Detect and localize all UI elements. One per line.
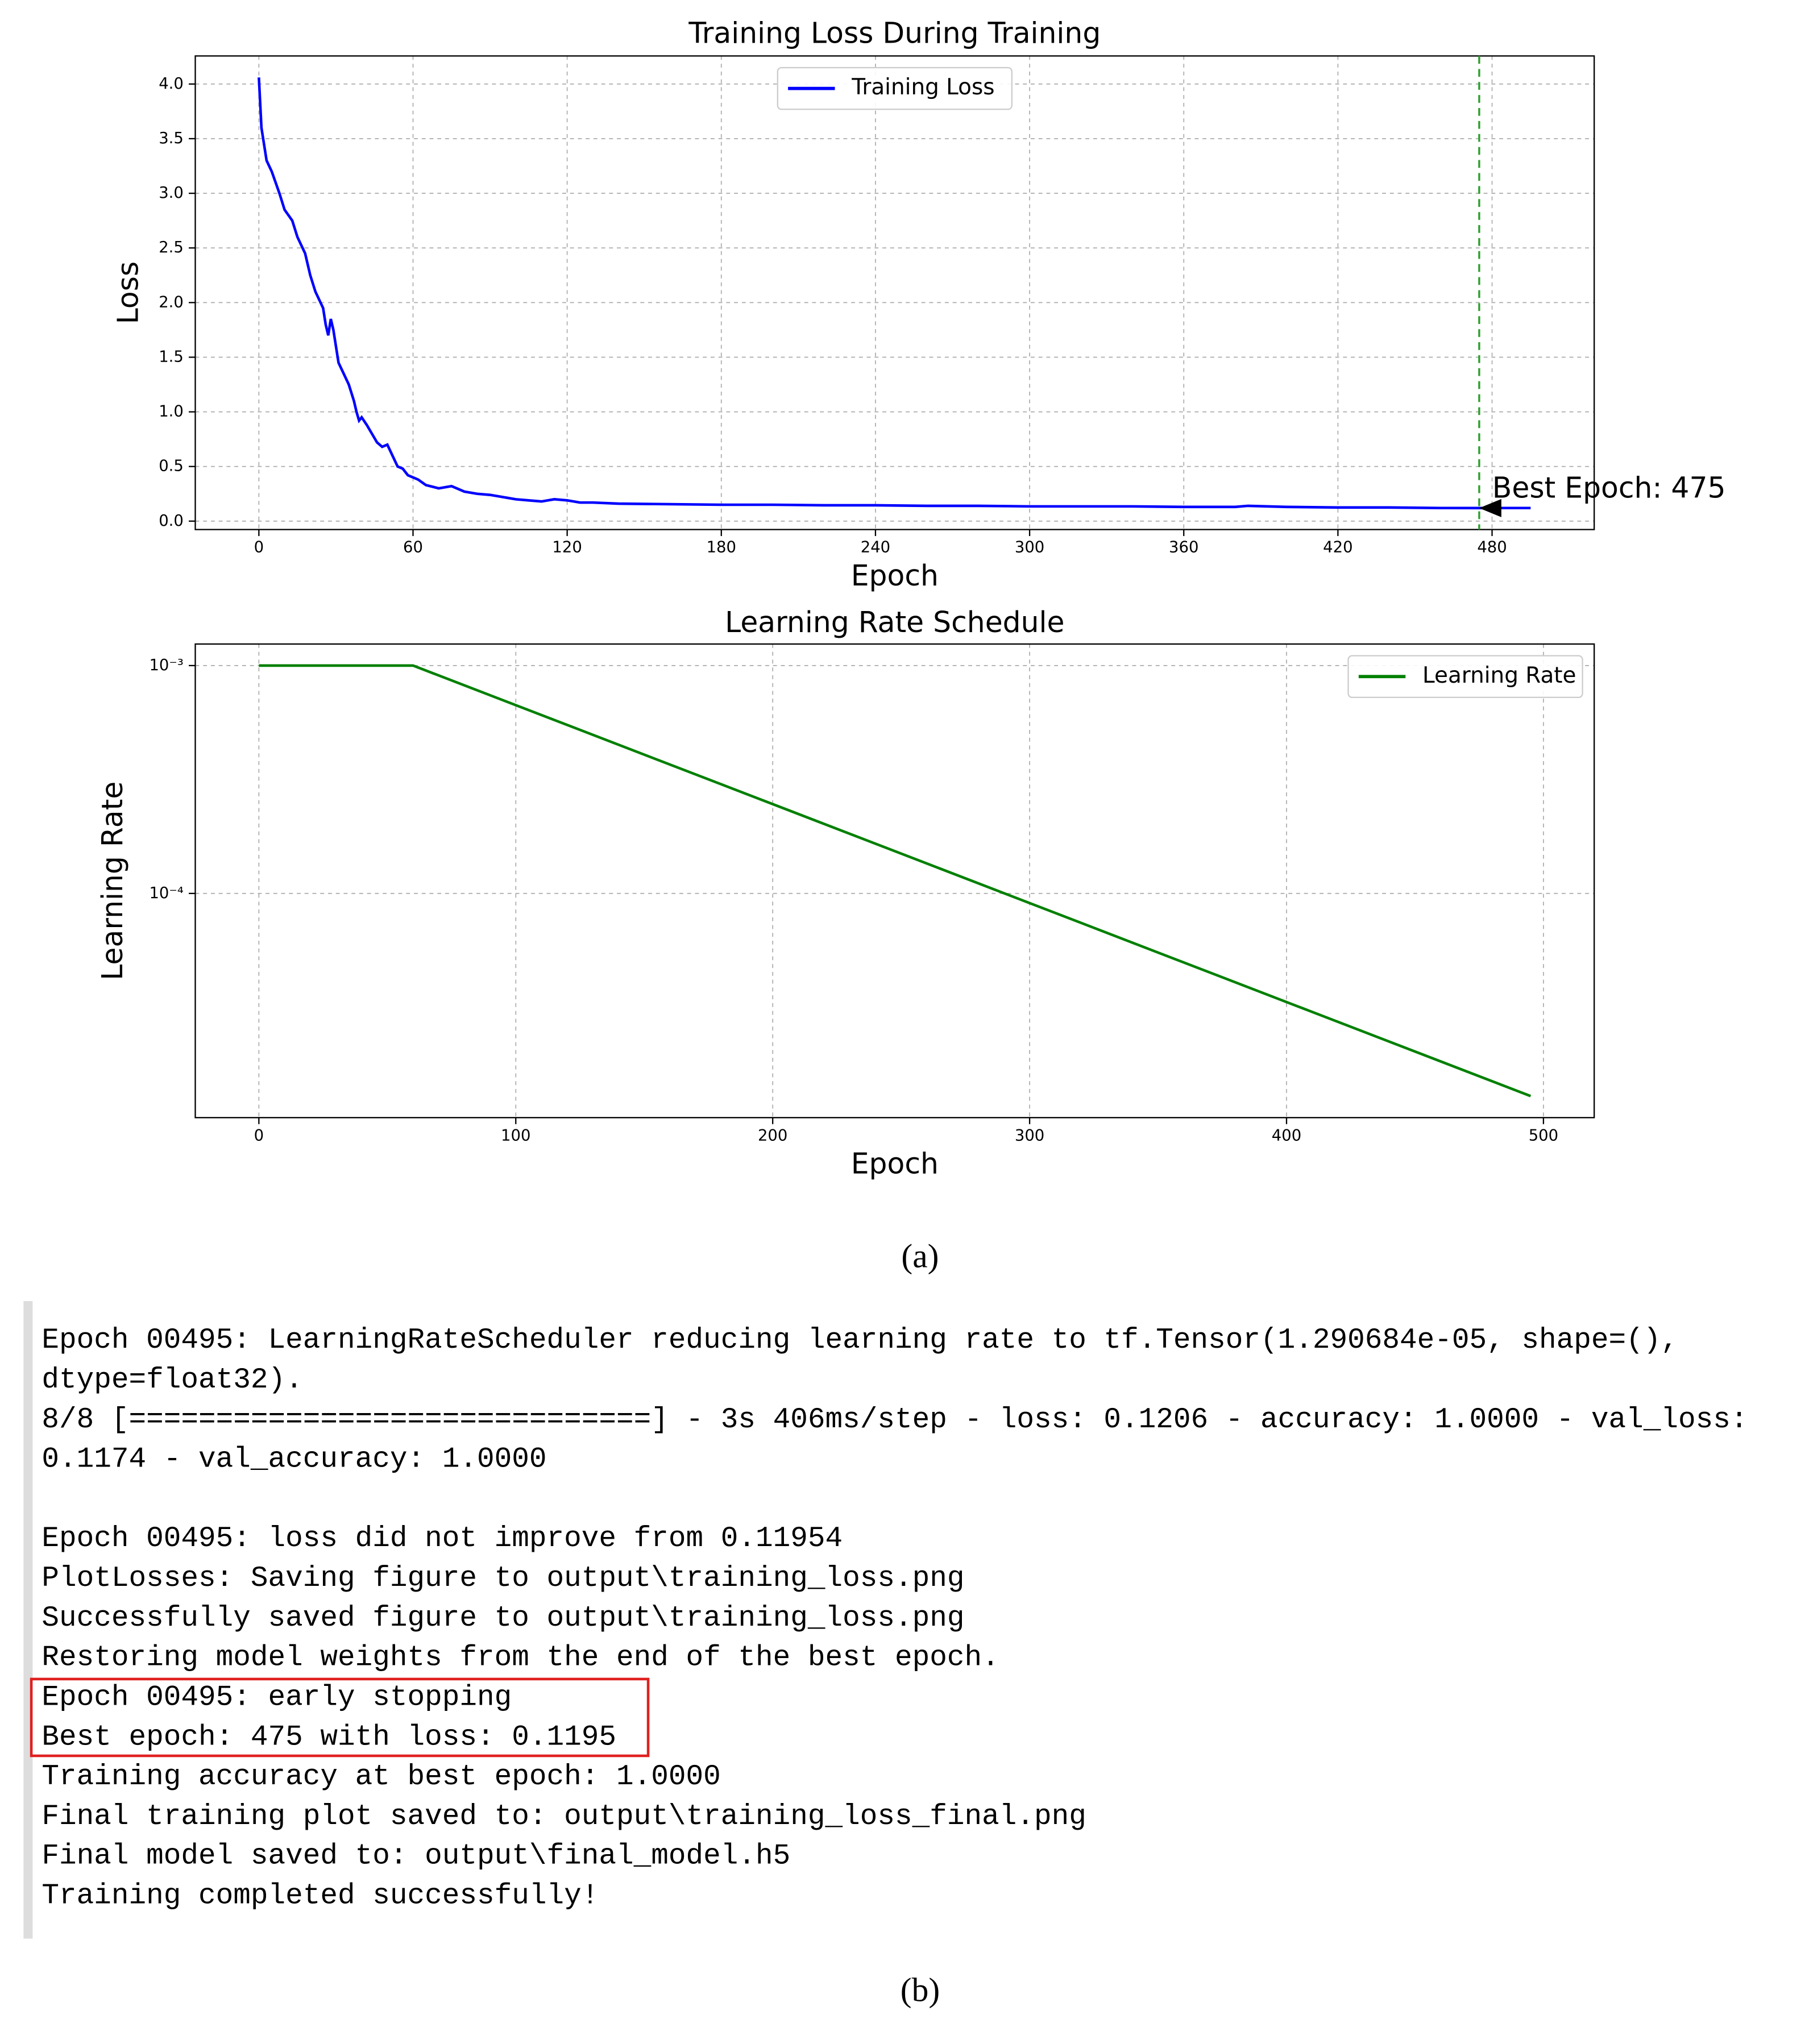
y-tick-label: 1.5 xyxy=(159,348,184,365)
console-line: Restoring model weights from the end of … xyxy=(42,1642,999,1675)
x-tick-label: 480 xyxy=(1477,539,1507,556)
console-line: Successfully saved figure to output\trai… xyxy=(42,1602,964,1635)
console-line: Training completed successfully! xyxy=(42,1880,599,1913)
data-line xyxy=(258,77,1531,510)
legend-label: Training Loss xyxy=(851,74,994,100)
console-line: 0.1174 - val_accuracy: 1.0000 xyxy=(42,1444,546,1476)
x-tick-label: 0 xyxy=(254,539,264,556)
caption: (a) xyxy=(901,1237,939,1274)
legend-box xyxy=(1347,655,1583,699)
y-tick-label: 10⁻⁴ xyxy=(149,884,183,902)
x-tick-label: 100 xyxy=(501,1127,530,1144)
x-tick-label: 500 xyxy=(1529,1127,1558,1144)
x-tick-label: 240 xyxy=(861,539,890,556)
highlight-box xyxy=(30,1677,650,1758)
x-tick-label: 300 xyxy=(1015,1127,1044,1144)
x-tick-label: 200 xyxy=(758,1127,787,1144)
console-line: Epoch 00495: LearningRateScheduler reduc… xyxy=(42,1324,1678,1357)
y-tick-label: 4.0 xyxy=(159,75,184,93)
y-tick-label: 2.5 xyxy=(159,239,184,256)
x-tick-label: 180 xyxy=(707,539,736,556)
y-tick-label: 1.0 xyxy=(159,403,184,421)
chart-title: Learning Rate Schedule xyxy=(725,605,1064,639)
console-gutter xyxy=(23,1301,33,1939)
plot-frame xyxy=(194,643,1595,1119)
console-line: dtype=float32). xyxy=(42,1364,302,1397)
legend-label: Learning Rate xyxy=(1422,663,1576,688)
console-line: Final model saved to: output\final_model… xyxy=(42,1841,790,1873)
annotation: Best Epoch: 475 xyxy=(1492,471,1726,504)
data-line xyxy=(259,664,1532,1098)
y-axis-label: Loss xyxy=(111,261,145,324)
plot-frame xyxy=(194,55,1595,530)
x-tick-label: 400 xyxy=(1272,1127,1301,1144)
y-tick-label: 0.0 xyxy=(159,512,184,530)
console-line: Final training plot saved to: output\tra… xyxy=(42,1801,1086,1833)
console-line: Epoch 00495: early stopping xyxy=(42,1681,512,1714)
x-tick-label: 60 xyxy=(403,539,423,556)
x-axis-label: Epoch xyxy=(851,1146,939,1180)
x-tick-label: 0 xyxy=(254,1127,264,1144)
console-line: Best epoch: 475 with loss: 0.1195 xyxy=(42,1721,616,1754)
x-axis-label: Epoch xyxy=(851,559,939,592)
console-line: 8/8 [==============================] - 3… xyxy=(42,1404,1748,1436)
y-tick-label: 3.0 xyxy=(159,184,184,202)
annotation-arrow xyxy=(1479,498,1501,517)
console-line: Epoch 00495: loss did not improve from 0… xyxy=(42,1523,843,1555)
x-tick-label: 120 xyxy=(552,539,582,556)
y-tick-label: 2.0 xyxy=(159,293,184,311)
x-tick-label: 300 xyxy=(1015,539,1044,556)
y-tick-label: 3.5 xyxy=(159,130,184,147)
y-tick-label: 0.5 xyxy=(159,458,184,475)
console-line: Training accuracy at best epoch: 1.0000 xyxy=(42,1761,720,1793)
caption: (b) xyxy=(901,1971,940,2008)
x-tick-label: 420 xyxy=(1323,539,1352,556)
chart-title: Training Loss During Training xyxy=(688,16,1101,49)
y-tick-label: 10⁻³ xyxy=(149,657,183,674)
console-line: PlotLosses: Saving figure to output\trai… xyxy=(42,1563,964,1595)
y-axis-label: Learning Rate xyxy=(96,782,129,981)
x-tick-label: 360 xyxy=(1169,539,1198,556)
legend-box xyxy=(777,67,1013,110)
